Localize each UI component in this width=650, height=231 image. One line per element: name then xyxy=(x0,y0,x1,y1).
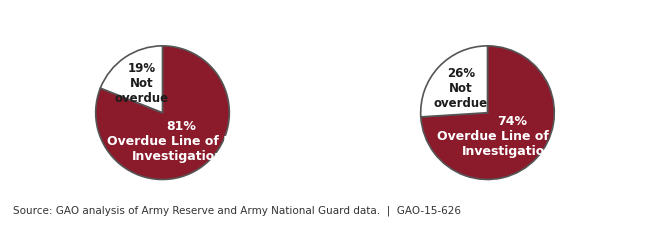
Text: Source: GAO analysis of Army Reserve and Army National Guard data.  |  GAO-15-62: Source: GAO analysis of Army Reserve and… xyxy=(13,205,461,216)
Wedge shape xyxy=(421,47,488,117)
Wedge shape xyxy=(96,47,229,180)
Wedge shape xyxy=(100,47,162,113)
Text: 19%
Not
overdue: 19% Not overdue xyxy=(115,61,169,104)
Text: Army Reserve: Army Reserve xyxy=(108,8,217,22)
Text: 74%
Overdue Line of Duty
Investigations: 74% Overdue Line of Duty Investigations xyxy=(437,115,586,157)
Text: 81%
Overdue Line of Duty
Investigations: 81% Overdue Line of Duty Investigations xyxy=(107,119,256,162)
Wedge shape xyxy=(421,47,554,180)
Text: 26%
Not
overdue: 26% Not overdue xyxy=(434,67,488,109)
Text: Army National Guard: Army National Guard xyxy=(406,8,569,22)
